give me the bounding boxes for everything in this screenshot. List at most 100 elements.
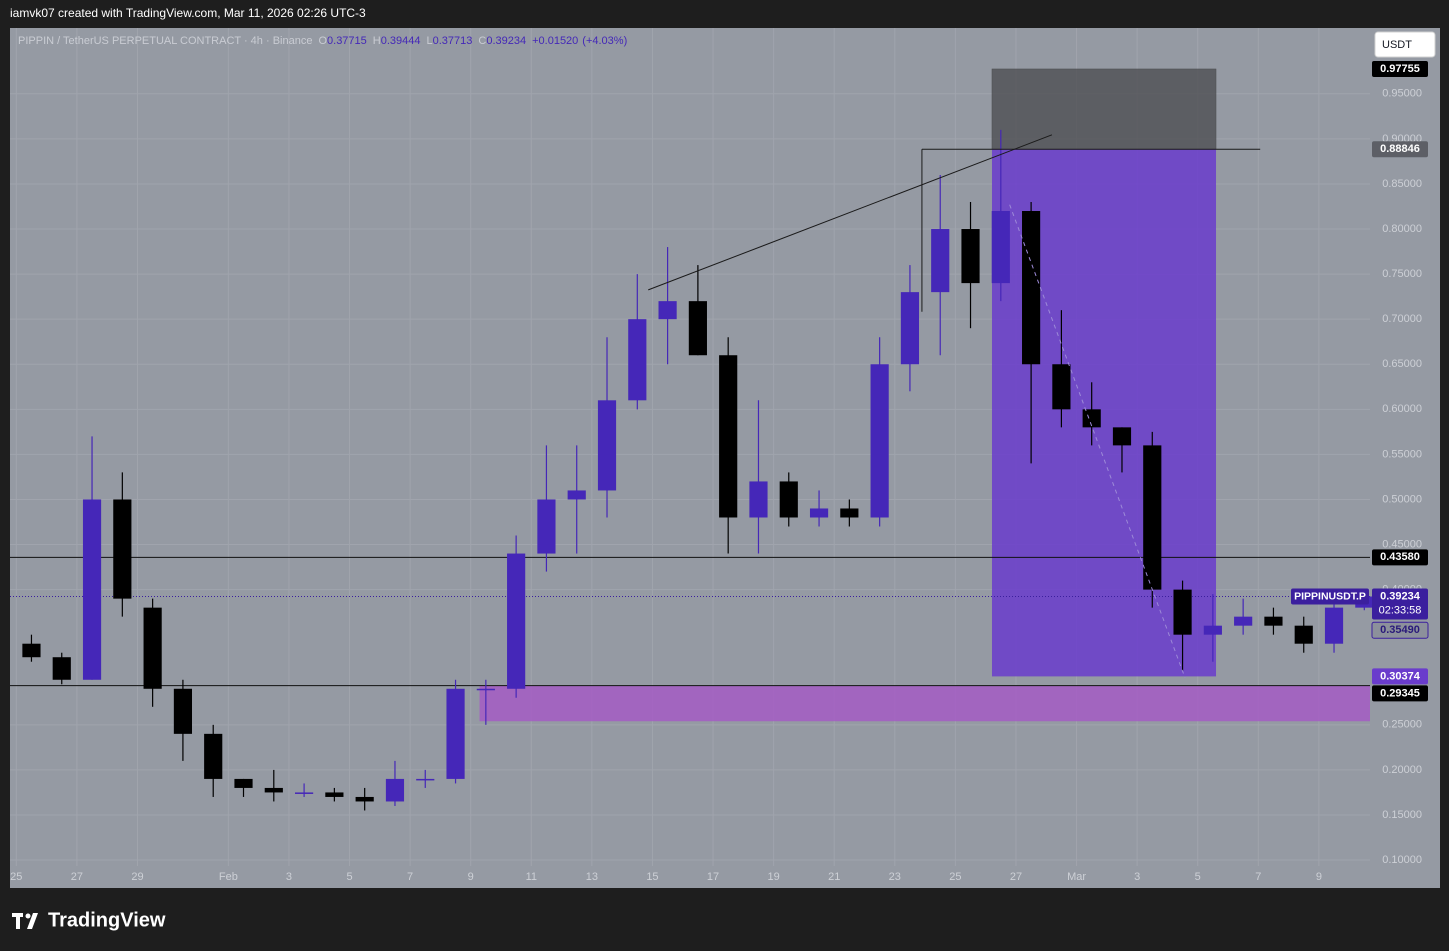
- legend: PIPPIN / TetherUS PERPETUAL CONTRACT · 4…: [18, 35, 627, 47]
- candle-body: [325, 792, 344, 797]
- x-tick-label: 27: [71, 871, 83, 883]
- candle-body: [1082, 409, 1101, 428]
- stop-box: [991, 68, 1217, 150]
- y-tick-label: 0.45000: [1382, 538, 1422, 550]
- price-marker-label: 0.97755: [1380, 63, 1420, 75]
- candle-body: [1022, 210, 1041, 365]
- candle-body: [597, 400, 617, 491]
- y-tick-label: 0.15000: [1382, 809, 1422, 821]
- x-tick-label: Mar: [1067, 871, 1086, 883]
- y-tick-label: 0.50000: [1382, 493, 1422, 505]
- candle-body: [1264, 616, 1283, 626]
- y-tick-label: 0.55000: [1382, 448, 1422, 460]
- x-tick-label: 5: [346, 871, 352, 883]
- candle-body: [355, 796, 374, 802]
- candle-body: [749, 481, 768, 518]
- candle-body: [385, 778, 405, 802]
- candle-body: [446, 688, 465, 779]
- x-tick-label: 17: [707, 871, 719, 883]
- candle-body: [688, 301, 707, 356]
- trend-line: [648, 134, 1053, 291]
- x-tick-label: 25: [949, 871, 961, 883]
- y-tick-label: 0.75000: [1382, 268, 1422, 280]
- ohlc-value: 0.39234: [486, 35, 527, 47]
- x-tick-label: 29: [131, 871, 143, 883]
- price-marker: [1372, 588, 1428, 620]
- logo-part: [27, 913, 38, 929]
- price-marker: [1372, 549, 1428, 566]
- ohlc-value: 0.37715: [327, 35, 367, 47]
- y-tick-label: 0.95000: [1382, 88, 1422, 100]
- symbol-label: PIPPINUSDT.P: [1294, 590, 1366, 602]
- price-marker-label: 0.43580: [1380, 551, 1420, 563]
- y-tick-label: 0.80000: [1382, 223, 1422, 235]
- price-marker-label: 0.39234: [1380, 590, 1421, 602]
- candle-body: [82, 499, 102, 680]
- change-pct: (+4.03%): [582, 35, 628, 47]
- candle-body: [870, 364, 889, 518]
- candle-body: [840, 508, 859, 518]
- candle-body: [295, 792, 314, 794]
- candle-body: [537, 499, 556, 554]
- candle-body: [204, 733, 223, 779]
- x-tick-label: 23: [889, 871, 901, 883]
- logo-part: [16, 913, 20, 929]
- symbol-tag: [1291, 588, 1369, 605]
- candle-body: [779, 481, 798, 518]
- countdown: 02:33:58: [1379, 604, 1422, 616]
- x-tick-label: 19: [767, 871, 779, 883]
- y-tick-label: 0.25000: [1382, 719, 1422, 731]
- logo-part: [25, 913, 31, 919]
- y-tick-label: 0.20000: [1382, 764, 1422, 776]
- support-zone: [479, 685, 1370, 722]
- brand: TradingView: [48, 909, 166, 931]
- candle-body: [1052, 364, 1071, 410]
- ohlc-value: 0.37713: [432, 35, 473, 47]
- x-tick-label: 5: [1195, 871, 1201, 883]
- candle-body: [52, 657, 71, 680]
- candle-body: [931, 229, 950, 293]
- candle-body: [143, 607, 162, 689]
- x-tick-label: 9: [468, 871, 474, 883]
- ohlc-name: H: [372, 35, 381, 47]
- x-tick-label: 25: [10, 871, 22, 883]
- candle-body: [173, 688, 193, 734]
- x-tick-label: 27: [1010, 871, 1022, 883]
- candle-body: [1294, 625, 1313, 644]
- price-marker-label: 0.30374: [1380, 670, 1421, 682]
- candle-body: [1173, 589, 1192, 635]
- x-tick-label: 7: [1255, 871, 1261, 883]
- logo: [12, 913, 38, 929]
- candle-body: [900, 292, 920, 365]
- y-tick-label: 0.85000: [1382, 178, 1422, 190]
- candle-body: [22, 643, 41, 658]
- ohlc-name: C: [478, 35, 487, 47]
- symbol: PIPPIN / TetherUS PERPETUAL CONTRACT · 4…: [18, 35, 313, 47]
- currency[interactable]: USDT: [1382, 39, 1412, 51]
- x-tick-label: 3: [1134, 871, 1140, 883]
- currency-button[interactable]: USDT: [1374, 31, 1436, 58]
- candle-body: [416, 778, 435, 781]
- candle-body: [507, 553, 526, 689]
- price-marker: [1372, 141, 1428, 158]
- candle-body: [113, 499, 132, 599]
- x-tick-label: 13: [586, 871, 598, 883]
- y-tick-label: 0.10000: [1382, 854, 1422, 866]
- ohlc-name: L: [426, 35, 433, 47]
- price-marker: [1371, 621, 1429, 639]
- price-marker: [1372, 668, 1428, 685]
- candle-body: [1324, 607, 1344, 644]
- candle-body: [961, 229, 980, 284]
- x-tick-label: 7: [407, 871, 413, 883]
- x-tick-label: 21: [828, 871, 840, 883]
- y-tick-label: 0.65000: [1382, 358, 1422, 370]
- x-tick-label: Feb: [219, 871, 238, 883]
- candle-body: [567, 490, 586, 500]
- change: +0.01520: [532, 35, 579, 47]
- currency-button-bg[interactable]: [1374, 31, 1436, 58]
- y-tick-label: 0.60000: [1382, 403, 1422, 415]
- x-tick-label: 15: [646, 871, 658, 883]
- candle-body: [1143, 445, 1162, 590]
